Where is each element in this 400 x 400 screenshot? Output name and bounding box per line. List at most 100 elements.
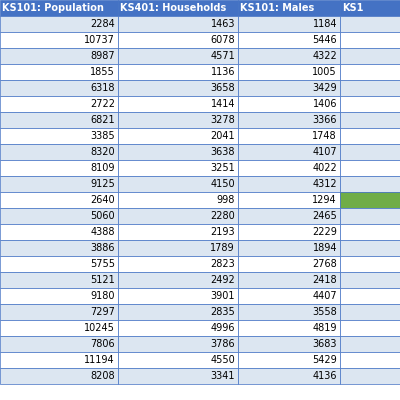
Bar: [340, 112, 400, 128]
Bar: [340, 80, 400, 96]
Text: 2768: 2768: [312, 259, 337, 269]
Bar: [118, 48, 238, 64]
Bar: [238, 272, 340, 288]
Text: 3558: 3558: [312, 307, 337, 317]
Text: 5755: 5755: [90, 259, 115, 269]
Bar: [340, 272, 400, 288]
Text: 2229: 2229: [312, 227, 337, 237]
Text: 1463: 1463: [210, 19, 235, 29]
Bar: [238, 64, 340, 80]
Bar: [118, 304, 238, 320]
Text: 4407: 4407: [312, 291, 337, 301]
Bar: [118, 224, 238, 240]
Bar: [340, 320, 400, 336]
Bar: [0, 368, 118, 384]
Bar: [238, 144, 340, 160]
Bar: [340, 32, 400, 48]
Text: KS101: Population: KS101: Population: [2, 3, 104, 13]
Bar: [238, 288, 340, 304]
Text: 3341: 3341: [210, 371, 235, 381]
Bar: [118, 112, 238, 128]
Bar: [118, 160, 238, 176]
Text: 1855: 1855: [90, 67, 115, 77]
Bar: [340, 160, 400, 176]
Bar: [238, 16, 340, 32]
Text: 3658: 3658: [210, 83, 235, 93]
Bar: [238, 256, 340, 272]
Bar: [0, 160, 118, 176]
Bar: [0, 48, 118, 64]
Text: 2492: 2492: [210, 275, 235, 285]
Text: 6318: 6318: [90, 83, 115, 93]
Text: 9125: 9125: [90, 179, 115, 189]
Bar: [238, 112, 340, 128]
Text: 4107: 4107: [312, 147, 337, 157]
Text: 3786: 3786: [210, 339, 235, 349]
Bar: [238, 48, 340, 64]
Bar: [0, 32, 118, 48]
Bar: [340, 352, 400, 368]
Text: 1894: 1894: [312, 243, 337, 253]
Text: 4550: 4550: [210, 355, 235, 365]
Text: 10245: 10245: [84, 323, 115, 333]
Bar: [340, 288, 400, 304]
Text: 998: 998: [217, 195, 235, 205]
Bar: [118, 240, 238, 256]
Text: 3886: 3886: [90, 243, 115, 253]
Text: 4819: 4819: [312, 323, 337, 333]
Bar: [238, 0, 340, 16]
Bar: [118, 80, 238, 96]
Bar: [238, 128, 340, 144]
Bar: [118, 96, 238, 112]
Bar: [340, 48, 400, 64]
Text: 2418: 2418: [312, 275, 337, 285]
Text: 8987: 8987: [90, 51, 115, 61]
Text: 2823: 2823: [210, 259, 235, 269]
Bar: [0, 16, 118, 32]
Bar: [238, 80, 340, 96]
Bar: [0, 96, 118, 112]
Text: 1184: 1184: [312, 19, 337, 29]
Text: 1005: 1005: [312, 67, 337, 77]
Bar: [118, 64, 238, 80]
Text: 3901: 3901: [210, 291, 235, 301]
Bar: [238, 208, 340, 224]
Bar: [0, 128, 118, 144]
Bar: [340, 128, 400, 144]
Text: 1414: 1414: [210, 99, 235, 109]
Text: 8109: 8109: [90, 163, 115, 173]
Text: 8208: 8208: [90, 371, 115, 381]
Bar: [340, 16, 400, 32]
Bar: [340, 176, 400, 192]
Bar: [118, 272, 238, 288]
Bar: [238, 336, 340, 352]
Bar: [118, 16, 238, 32]
Bar: [0, 256, 118, 272]
Bar: [118, 368, 238, 384]
Text: 4312: 4312: [312, 179, 337, 189]
Text: 5060: 5060: [90, 211, 115, 221]
Bar: [238, 176, 340, 192]
Text: 4388: 4388: [90, 227, 115, 237]
Bar: [118, 256, 238, 272]
Text: 2284: 2284: [90, 19, 115, 29]
Text: 3366: 3366: [312, 115, 337, 125]
Text: 4571: 4571: [210, 51, 235, 61]
Bar: [0, 272, 118, 288]
Text: 11194: 11194: [84, 355, 115, 365]
Bar: [340, 0, 400, 16]
Bar: [238, 304, 340, 320]
Text: 1789: 1789: [210, 243, 235, 253]
Bar: [238, 96, 340, 112]
Text: 2722: 2722: [90, 99, 115, 109]
Bar: [238, 240, 340, 256]
Text: 4136: 4136: [312, 371, 337, 381]
Bar: [118, 352, 238, 368]
Bar: [118, 0, 238, 16]
Bar: [340, 240, 400, 256]
Text: KS401: Households: KS401: Households: [120, 3, 226, 13]
Text: 7806: 7806: [90, 339, 115, 349]
Text: 1136: 1136: [210, 67, 235, 77]
Bar: [0, 64, 118, 80]
Bar: [340, 64, 400, 80]
